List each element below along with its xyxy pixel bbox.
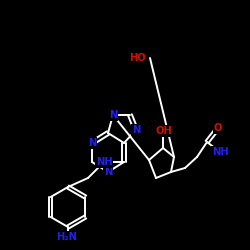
Text: NH: NH — [212, 147, 228, 157]
Text: O: O — [214, 123, 222, 133]
Text: NH: NH — [96, 157, 112, 167]
Text: N: N — [88, 138, 96, 148]
Text: N: N — [104, 167, 112, 177]
Text: OH: OH — [156, 126, 172, 136]
Text: H₂N: H₂N — [56, 232, 78, 242]
Text: HO: HO — [129, 53, 146, 63]
Text: N: N — [109, 110, 117, 120]
Text: N: N — [132, 125, 140, 135]
